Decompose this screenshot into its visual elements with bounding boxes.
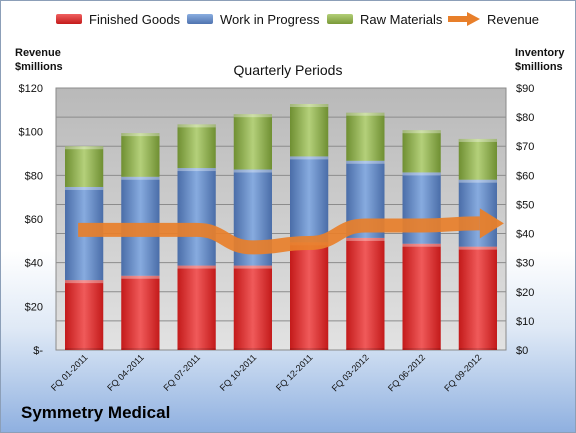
- bar-finished-goods-1: [121, 275, 160, 350]
- right-tick-label-6: $60: [516, 170, 534, 182]
- right-tick-label-0: $0: [516, 345, 528, 357]
- category-label-2: FQ 07-2011: [161, 352, 202, 393]
- right-tick-label-1: $10: [516, 316, 534, 328]
- bar-finished-goods-7: [458, 246, 497, 350]
- bar-finished-goods-4: [290, 242, 329, 350]
- right-tick-label-3: $30: [516, 258, 534, 270]
- bar-finished-goods-0: [65, 280, 104, 350]
- bar-work-in-progress-6: [402, 172, 441, 244]
- bar-finished-goods-3: [233, 265, 272, 350]
- bar-raw-materials-7: [458, 138, 497, 180]
- left-axis-title-line-2: $millions: [15, 61, 63, 73]
- chart-legend: Finished Goods Work in Progress Raw Mate…: [1, 9, 575, 29]
- bar-raw-materials-0: [65, 146, 104, 187]
- left-tick-label-3: $60: [25, 214, 43, 226]
- legend-label-raw-materials: Raw Materials: [360, 11, 443, 27]
- category-label-0: FQ 01-2011: [49, 352, 90, 393]
- bar-raw-materials-6: [402, 130, 441, 173]
- category-label-6: FQ 06-2012: [386, 352, 427, 393]
- legend-label-work-in-progress: Work in Progress: [220, 11, 320, 27]
- bar-raw-materials-5: [346, 112, 385, 161]
- category-label-1: FQ 04-2011: [105, 352, 146, 393]
- right-tick-label-8: $80: [516, 112, 534, 124]
- legend-label-finished-goods: Finished Goods: [89, 11, 181, 27]
- legend-item-raw-materials: Raw Materials: [327, 9, 442, 29]
- bar-raw-materials-3: [233, 114, 272, 170]
- legend-item-revenue: Revenue: [447, 9, 539, 29]
- category-label-4: FQ 12-2011: [274, 352, 315, 393]
- right-tick-label-5: $50: [516, 199, 534, 211]
- company-name: Symmetry Medical: [21, 403, 171, 422]
- revenue-line: [78, 216, 485, 255]
- right-axis-title: Inventory $millions: [515, 46, 565, 74]
- category-label-7: FQ 09-2012: [442, 352, 483, 393]
- right-tick-label-9: $90: [516, 83, 534, 95]
- legend-swatch-revenue: [448, 12, 480, 26]
- right-tick-label-4: $40: [516, 229, 534, 241]
- left-tick-label-2: $40: [25, 258, 43, 270]
- legend-item-work-in-progress: Work in Progress: [187, 9, 319, 29]
- category-label-3: FQ 10-2011: [218, 352, 259, 393]
- left-axis-title: Revenue $millions: [15, 46, 63, 74]
- bar-finished-goods-6: [402, 243, 441, 350]
- bar-work-in-progress-2: [177, 168, 216, 266]
- chart-title: Quarterly Periods: [233, 62, 343, 78]
- legend-swatch-raw-materials: [327, 14, 353, 24]
- bar-raw-materials-4: [290, 104, 329, 157]
- legend-swatch-finished-goods: [56, 14, 82, 24]
- bar-work-in-progress-4: [290, 156, 329, 243]
- right-axis-title-line-2: $millions: [515, 61, 563, 73]
- right-tick-label-7: $70: [516, 141, 534, 153]
- left-tick-label-5: $100: [19, 127, 43, 139]
- bar-raw-materials-1: [121, 133, 160, 177]
- legend-label-revenue: Revenue: [487, 11, 540, 27]
- right-tick-label-2: $20: [516, 287, 534, 299]
- bar-finished-goods-2: [177, 265, 216, 350]
- bar-finished-goods-5: [346, 237, 385, 350]
- left-tick-label-4: $80: [25, 170, 43, 182]
- bar-raw-materials-2: [177, 124, 216, 169]
- legend-item-finished-goods: Finished Goods: [56, 9, 180, 29]
- bar-work-in-progress-7: [458, 179, 497, 247]
- left-tick-label-0: $-: [33, 345, 43, 357]
- left-axis-title-line-1: Revenue: [15, 47, 61, 59]
- legend-swatch-work-in-progress: [187, 14, 213, 24]
- left-tick-label-6: $120: [19, 83, 43, 95]
- category-label-5: FQ 03-2012: [330, 352, 371, 393]
- right-axis-title-line-1: Inventory: [515, 47, 565, 59]
- revenue-arrowhead: [479, 208, 504, 239]
- left-tick-label-1: $20: [25, 301, 43, 313]
